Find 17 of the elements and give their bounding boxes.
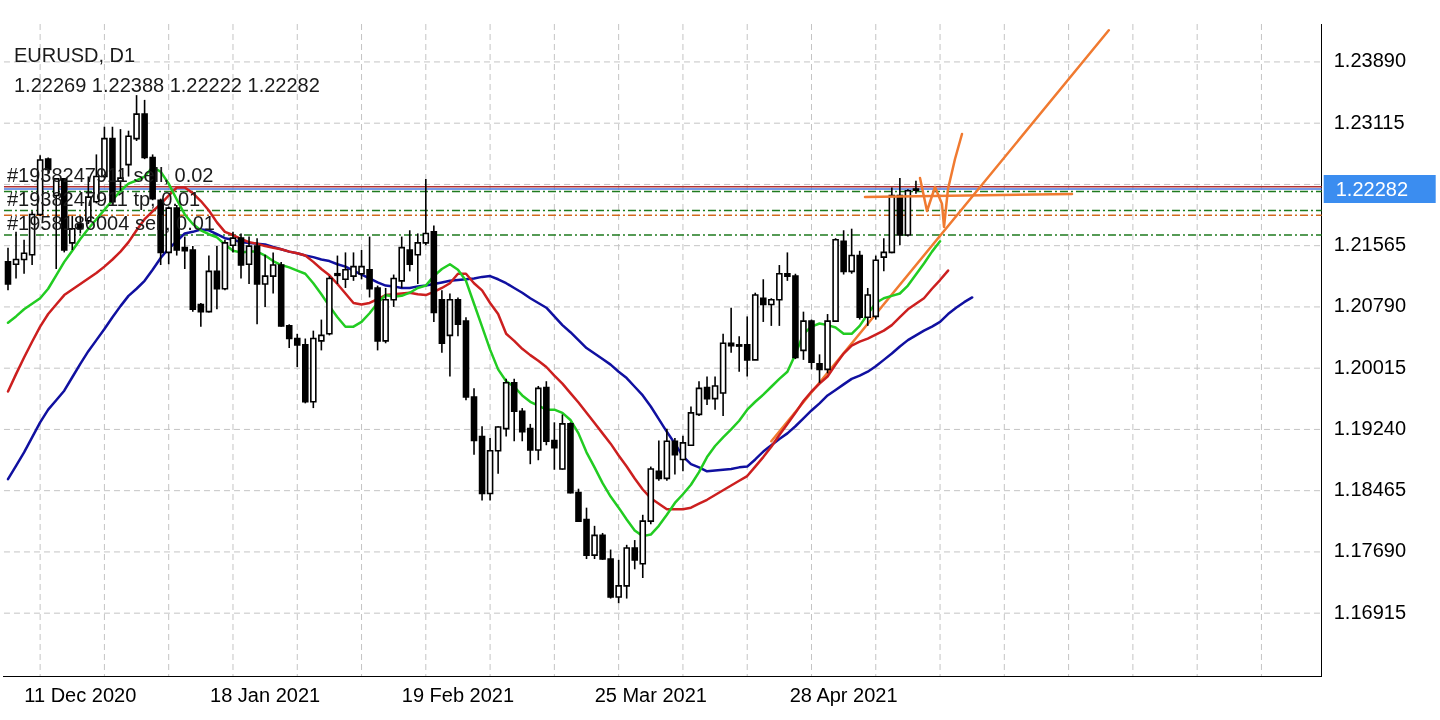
- y-tick-label: 1.20015: [1333, 355, 1406, 378]
- x-tick-label: 18 Jan 2021: [210, 683, 321, 706]
- y-tick-label: 1.18465: [1333, 478, 1406, 501]
- y-tick-label: 1.17690: [1333, 539, 1406, 562]
- x-tick-label: 25 Mar 2021: [594, 683, 707, 706]
- x-tick-label: 11 Dec 2020: [24, 683, 137, 706]
- text: EURUSD, D1: [13, 44, 136, 66]
- y-tick-label: 1.23115: [1333, 110, 1405, 133]
- y-tick-label: 1.16915: [1333, 600, 1406, 623]
- ref-line-label: 1.22282: [1335, 177, 1408, 200]
- y-tick-label: 1.20790: [1333, 294, 1406, 317]
- x-tick-label: 28 Apr 2021: [789, 683, 898, 706]
- text: 1.22269 1.22388 1.22222 1.22282: [13, 74, 320, 96]
- y-tick-label: 1.21565: [1333, 233, 1406, 256]
- x-tick-label: 19 Feb 2021: [401, 683, 515, 706]
- y-tick-label: 1.19240: [1333, 416, 1406, 439]
- y-tick-label: 1.23890: [1333, 49, 1406, 72]
